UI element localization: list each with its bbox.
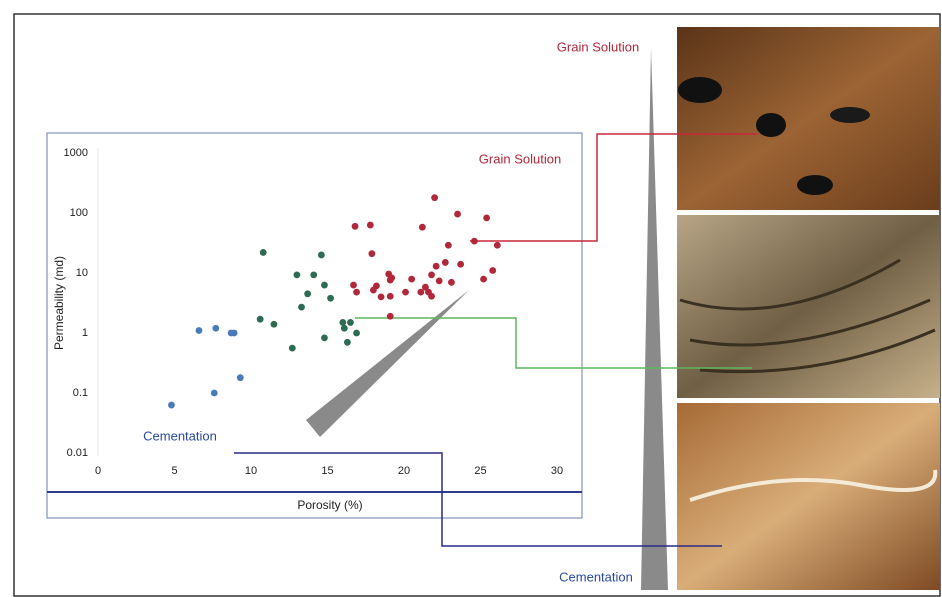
point [431,194,438,201]
point [402,289,409,296]
micrographs [677,27,940,590]
point [321,282,328,289]
y-tick-label: 100 [70,207,88,219]
point [321,334,328,341]
chart-frame [47,133,582,518]
trend-wedge [306,290,469,437]
x-tick-label: 10 [245,465,257,477]
point [433,263,440,270]
point [408,276,415,283]
point [339,319,346,326]
point [353,330,360,337]
point [347,319,354,326]
point [237,374,244,381]
point [341,325,348,332]
point [196,327,203,334]
x-tick-label: 30 [551,465,563,477]
pore [678,77,722,103]
point [373,282,380,289]
point [260,249,267,256]
point [231,330,238,337]
point [428,293,435,300]
point [318,252,325,259]
point [436,277,443,284]
point [352,223,359,230]
x-tick-label: 15 [321,465,333,477]
point [368,250,375,257]
y-tick-label: 1 [82,327,88,339]
point [257,316,264,323]
point [344,339,351,346]
point [454,211,461,218]
photo [677,403,940,590]
point [294,271,301,278]
annotation: Cementation [143,428,217,443]
point [442,259,449,266]
point [350,282,357,289]
pore [756,113,786,137]
point [445,242,452,249]
point [367,222,374,229]
point [387,293,394,300]
point [353,289,360,296]
x-tick-label: 25 [474,465,486,477]
annotation: Cementation [559,569,633,584]
annotation: Grain Solution [557,39,639,54]
point [419,224,426,231]
point [310,271,317,278]
x-tick-label: 20 [398,465,410,477]
point [271,321,278,328]
y-axis-title: Permeability (md) [52,256,66,350]
point [489,267,496,274]
point [448,279,455,286]
point [211,390,218,397]
point [494,242,501,249]
y-tick-label: 10 [76,267,88,279]
point [471,238,478,245]
point [457,261,464,268]
y-tick-label: 0.01 [67,447,88,459]
x-tick-label: 0 [95,465,101,477]
pore [797,175,833,195]
point [298,304,305,311]
point [387,313,394,320]
annotation: Grain Solution [479,151,561,166]
point [483,214,490,221]
point [388,274,395,281]
x-axis-title: Porosity (%) [297,498,362,512]
point [289,345,296,352]
x-tick-label: 5 [171,465,177,477]
y-tick-label: 1000 [64,147,88,159]
point [378,293,385,300]
point [327,295,334,302]
y-tick-label: 0.1 [73,387,88,399]
pore [830,107,870,123]
point [212,325,219,332]
trend-wedge [641,48,668,590]
point [428,271,435,278]
figure: Porosity (%) Permeability (md) Grain Sol… [0,0,942,597]
point [304,290,311,297]
point [168,402,175,409]
point [480,276,487,283]
